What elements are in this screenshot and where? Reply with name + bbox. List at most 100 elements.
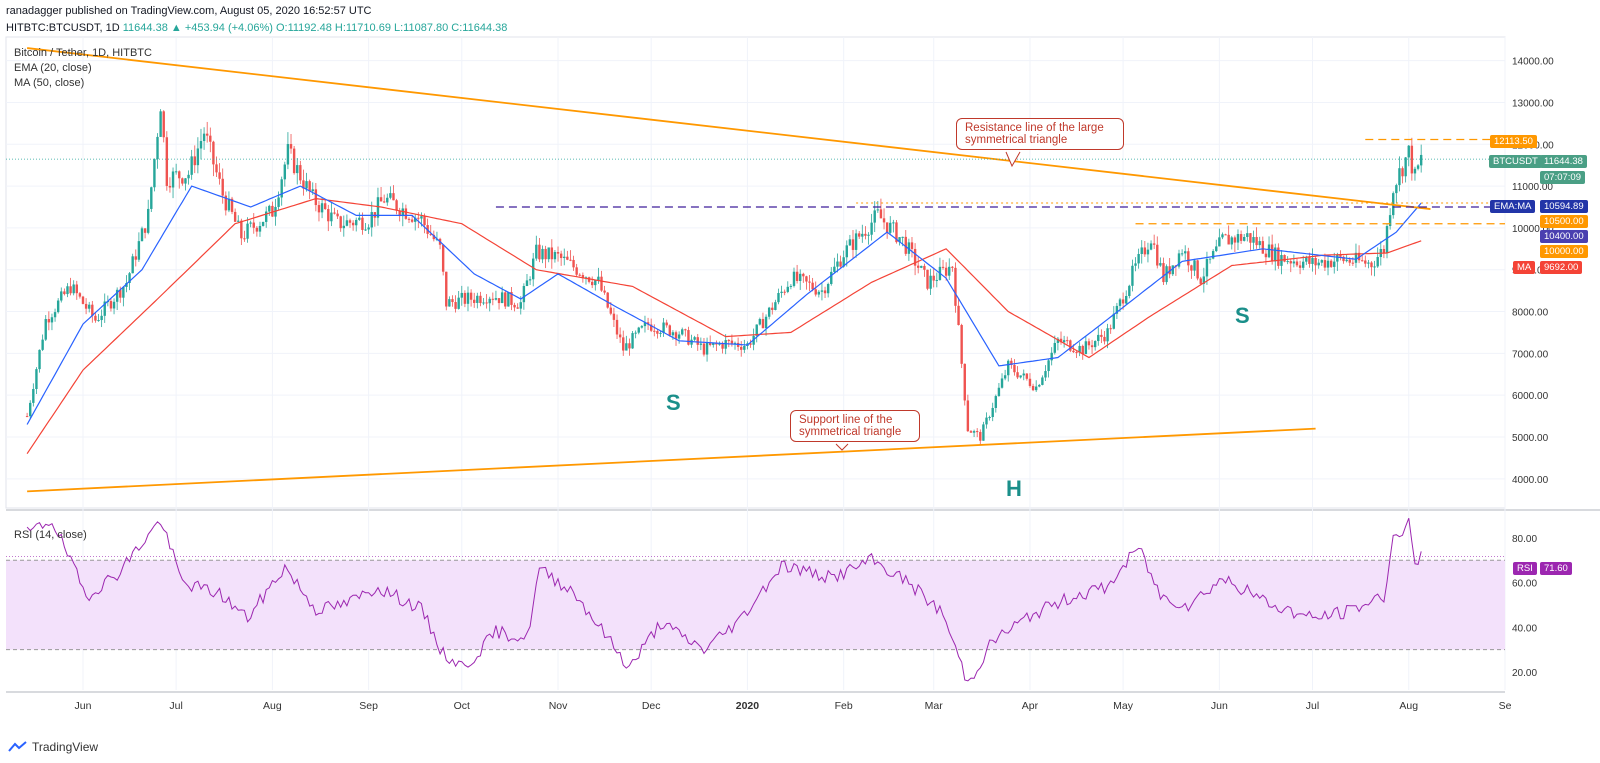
candle-body bbox=[1264, 253, 1268, 258]
candle-body bbox=[969, 431, 973, 433]
candle-body bbox=[323, 203, 327, 210]
candle-body bbox=[690, 339, 693, 345]
candle-body bbox=[628, 343, 631, 349]
candle-body bbox=[584, 277, 588, 279]
candle-body bbox=[277, 197, 280, 207]
candle-body bbox=[982, 424, 985, 441]
candle-body bbox=[500, 292, 504, 304]
candle-body bbox=[705, 342, 709, 355]
candle-body bbox=[941, 266, 945, 268]
candle-body bbox=[743, 346, 746, 350]
rsi-band bbox=[6, 560, 1505, 650]
time-tick-label: Dec bbox=[642, 700, 661, 712]
candle-body bbox=[538, 244, 541, 260]
candle-body bbox=[1373, 266, 1376, 268]
candle-body bbox=[29, 402, 32, 417]
candle-body bbox=[345, 220, 349, 226]
legend-title: Bitcoin / Tether, 1D, HITBTC bbox=[14, 47, 152, 59]
time-tick-label: Jun bbox=[75, 700, 92, 712]
candle-body bbox=[1230, 237, 1233, 245]
candle-body bbox=[1010, 360, 1013, 365]
time-tick-label: Apr bbox=[1022, 700, 1039, 712]
candle-body bbox=[733, 342, 737, 344]
candle-body bbox=[97, 320, 100, 322]
candle-body bbox=[1047, 360, 1050, 372]
candle-body bbox=[131, 256, 134, 274]
candle-body bbox=[991, 407, 994, 418]
candle-body bbox=[848, 239, 852, 246]
candle-body bbox=[320, 203, 324, 213]
candle-body bbox=[162, 111, 165, 138]
candle-body bbox=[1308, 257, 1311, 264]
candle-body bbox=[1376, 257, 1379, 267]
candle-body bbox=[609, 307, 613, 314]
candle-body bbox=[693, 337, 696, 340]
candle-body bbox=[1090, 345, 1094, 348]
candle-body bbox=[712, 343, 715, 346]
candle-body bbox=[572, 259, 575, 268]
candle-body bbox=[1025, 373, 1029, 379]
candle-body bbox=[1121, 299, 1125, 304]
candle-body bbox=[1283, 255, 1286, 262]
candle-body bbox=[1208, 258, 1212, 260]
pattern-left-shoulder: S bbox=[666, 390, 681, 415]
candle-body bbox=[364, 229, 367, 231]
candle-body bbox=[1233, 237, 1237, 243]
candle-body bbox=[507, 292, 510, 307]
candle-body bbox=[122, 286, 125, 298]
candle-body bbox=[898, 237, 901, 243]
candle-body bbox=[1069, 340, 1072, 351]
publisher-line: ranadagger published on TradingView.com,… bbox=[6, 5, 372, 17]
candle-body bbox=[240, 220, 243, 239]
support-callout: Support line of the symmetrical triangle bbox=[790, 410, 920, 442]
candle-body bbox=[590, 281, 594, 286]
candle-body bbox=[1351, 262, 1355, 264]
candle-body bbox=[1128, 285, 1131, 297]
candle-body bbox=[789, 285, 793, 287]
candle-body bbox=[892, 222, 895, 224]
candle-body bbox=[174, 171, 178, 173]
candle-body bbox=[929, 275, 932, 289]
candle-body bbox=[1190, 265, 1193, 271]
symbol-line: HITBTC:BTCUSDT, 1D 11644.38 ▲ +453.94 (+… bbox=[6, 20, 507, 37]
candle-body bbox=[463, 292, 467, 304]
candle-body bbox=[448, 299, 451, 307]
candle-body bbox=[187, 174, 190, 179]
candle-body bbox=[1395, 185, 1398, 194]
candle-body bbox=[1125, 296, 1128, 304]
candle-body bbox=[1301, 261, 1305, 268]
candle-body bbox=[84, 303, 88, 309]
candle-body bbox=[69, 286, 72, 294]
candle-body bbox=[724, 340, 727, 349]
candle-body bbox=[960, 325, 963, 364]
candle-body bbox=[708, 342, 712, 346]
candle-body bbox=[88, 304, 91, 309]
candle-body bbox=[1019, 375, 1022, 378]
candle-body bbox=[1003, 375, 1007, 379]
candle-body bbox=[1211, 251, 1215, 259]
candle-body bbox=[125, 282, 128, 287]
candle-body bbox=[979, 431, 982, 441]
candle-body bbox=[1398, 168, 1401, 186]
candle-body bbox=[1093, 341, 1097, 348]
candle-body bbox=[1360, 260, 1364, 262]
candle-body bbox=[441, 244, 445, 272]
candle-body bbox=[519, 302, 522, 309]
candle-body bbox=[653, 330, 656, 332]
footer-brand[interactable]: TradingView bbox=[8, 740, 98, 754]
legend-ema: EMA (20, close) bbox=[14, 62, 92, 74]
candle-body bbox=[47, 319, 51, 323]
candle-body bbox=[1084, 341, 1088, 355]
candle-body bbox=[910, 242, 914, 249]
candle-body bbox=[858, 233, 861, 237]
candle-body bbox=[1289, 261, 1292, 264]
candle-body bbox=[1013, 364, 1016, 373]
candle-body bbox=[243, 238, 246, 240]
candle-body bbox=[625, 343, 628, 351]
candle-body bbox=[889, 222, 892, 233]
tag-level-10400: 10400.00 bbox=[1540, 230, 1588, 243]
candle-body bbox=[1419, 154, 1423, 166]
candle-body bbox=[212, 141, 215, 165]
candle-body bbox=[386, 197, 389, 203]
